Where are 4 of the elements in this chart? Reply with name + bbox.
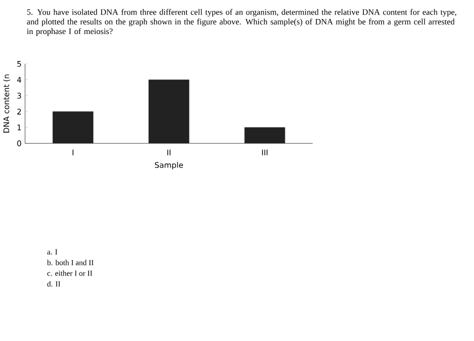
- bar: [52, 111, 94, 144]
- chart-title: 5. You have isolated DNA from three different cell types of an organism, determined the relative DNA content for each type, and plotted the results on the graph shown in the figure above. Which sample(s) of DNA might be from a germ cell arrested in prophase I of meiosis?: [26, 8, 456, 36]
- bar: [148, 80, 190, 144]
- bar: [244, 127, 286, 144]
